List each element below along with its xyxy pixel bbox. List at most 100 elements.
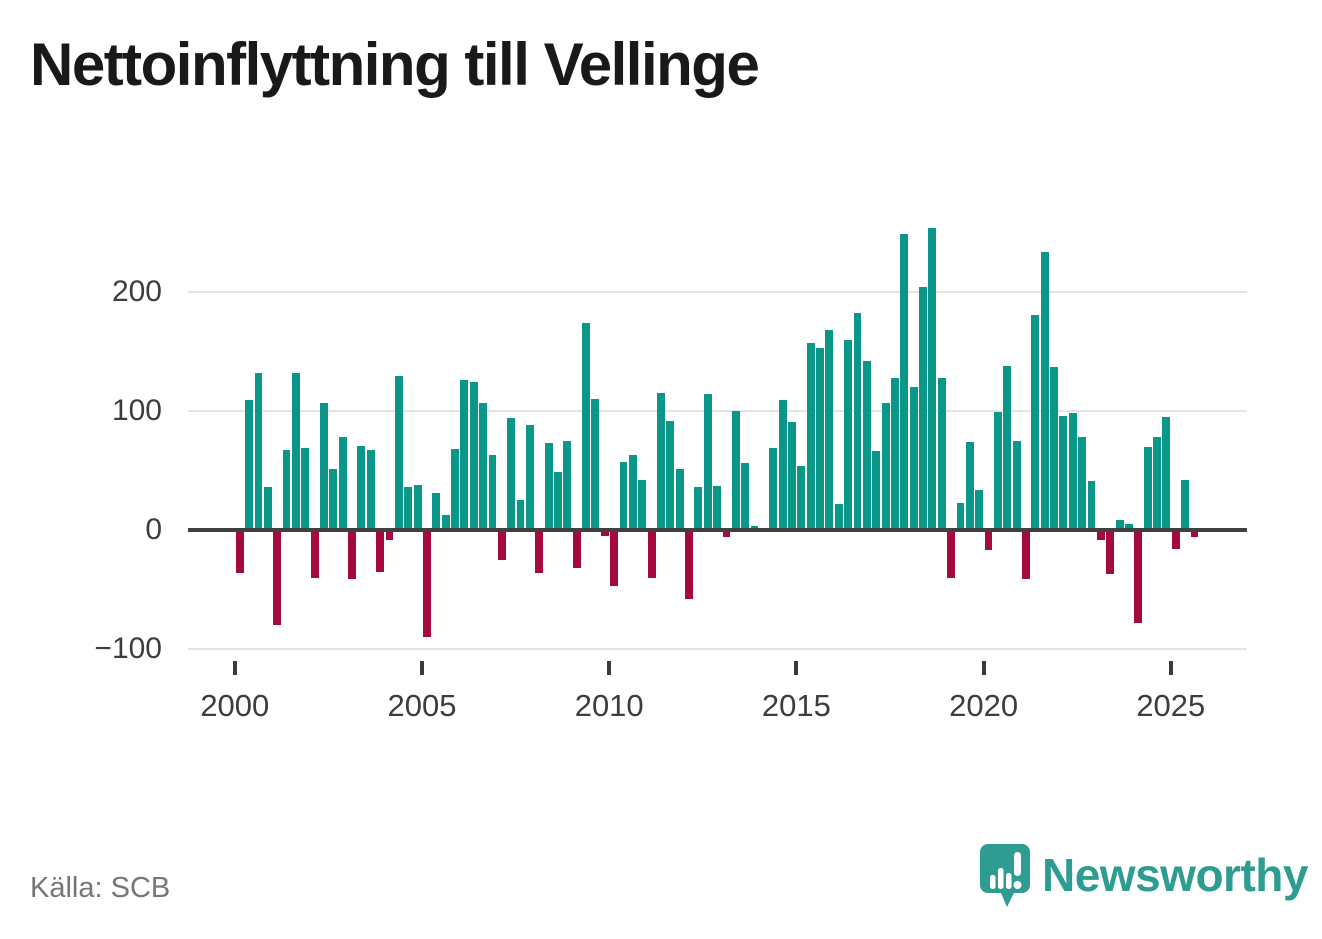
bar <box>1115 520 1124 530</box>
bar <box>1012 440 1021 530</box>
bar <box>404 487 413 530</box>
bar <box>1031 314 1040 530</box>
bar <box>993 412 1002 530</box>
bar <box>834 503 843 530</box>
bar-chart-speech-bubble-icon <box>980 844 1030 907</box>
bar <box>862 361 871 530</box>
y-axis-tick-label: 100 <box>111 394 162 427</box>
bar <box>1022 530 1030 579</box>
bar <box>460 380 469 530</box>
bar <box>900 233 909 530</box>
bar <box>366 450 375 530</box>
bar <box>984 530 993 551</box>
bar <box>619 462 628 530</box>
bar <box>385 530 394 540</box>
bar <box>507 418 516 530</box>
bar <box>891 377 899 530</box>
bar <box>881 402 890 530</box>
bar <box>582 322 590 530</box>
bar <box>909 387 918 530</box>
bar <box>675 469 684 530</box>
x-axis-tick-label: 2025 <box>1136 688 1206 723</box>
bar <box>731 411 740 530</box>
bar <box>1040 251 1049 530</box>
bar <box>919 287 927 530</box>
bar <box>329 469 338 530</box>
bar <box>572 530 581 569</box>
bar <box>778 400 787 530</box>
bar <box>245 400 254 530</box>
bar <box>872 451 881 530</box>
bar <box>310 530 319 578</box>
bar <box>1134 530 1143 623</box>
bar <box>441 514 450 530</box>
bar <box>1087 481 1096 530</box>
bar <box>1106 530 1115 575</box>
bar <box>1078 437 1087 530</box>
x-axis-tick-mark <box>420 661 424 675</box>
bar <box>975 489 984 530</box>
bar <box>928 227 937 530</box>
bar <box>600 530 609 536</box>
x-axis-tick-label: 2015 <box>761 688 831 723</box>
bar <box>947 530 956 578</box>
bar <box>348 530 356 579</box>
x-axis-tick-mark <box>607 661 612 675</box>
x-axis-tick-mark <box>981 661 986 675</box>
bar <box>806 343 815 530</box>
bar <box>1050 366 1058 530</box>
y-axis-tick-label: −100 <box>94 632 162 665</box>
bar <box>769 447 778 530</box>
bar <box>301 447 310 530</box>
bar <box>1153 437 1161 530</box>
y-gridline <box>188 648 1247 650</box>
x-axis-tick-mark <box>1168 661 1173 675</box>
bar <box>666 420 675 530</box>
bar <box>1162 416 1171 530</box>
bar <box>516 500 525 530</box>
bar <box>816 347 824 530</box>
bar <box>376 530 385 572</box>
x-axis-tick-label: 2000 <box>200 688 270 723</box>
bar <box>497 530 506 560</box>
bar <box>282 450 291 530</box>
bar <box>638 480 647 530</box>
bar <box>1181 480 1190 530</box>
bar <box>610 530 619 586</box>
bar <box>722 530 731 538</box>
bar <box>525 425 534 530</box>
newsworthy-logo: Newsworthy <box>978 842 1308 912</box>
bar <box>1125 524 1133 530</box>
x-axis-tick-mark <box>232 661 237 675</box>
bar <box>694 487 703 530</box>
bar <box>488 455 497 530</box>
bar <box>965 441 974 530</box>
bar <box>591 399 600 530</box>
bar <box>432 493 441 530</box>
bar <box>1190 530 1199 538</box>
y-gridline <box>188 410 1247 412</box>
bar <box>273 530 282 626</box>
bar <box>628 455 637 530</box>
bar <box>254 372 263 530</box>
bar <box>338 437 347 530</box>
bar <box>451 449 459 530</box>
x-axis-tick-label: 2020 <box>949 688 1019 723</box>
bar <box>853 313 862 530</box>
bar <box>1068 413 1077 530</box>
page-title: Nettoinflyttning till Vellinge <box>30 31 760 98</box>
bar <box>713 485 722 530</box>
bar <box>235 530 244 573</box>
bar <box>554 471 562 530</box>
bar <box>741 463 750 530</box>
bar <box>844 339 853 530</box>
bar <box>563 440 572 530</box>
bar <box>1171 530 1180 550</box>
x-axis-tick-label: 2005 <box>387 688 457 723</box>
bar <box>1003 365 1012 530</box>
source-label: Källa: SCB <box>30 872 171 904</box>
bar <box>797 465 806 530</box>
bar <box>956 502 965 530</box>
y-gridline <box>188 291 1247 293</box>
